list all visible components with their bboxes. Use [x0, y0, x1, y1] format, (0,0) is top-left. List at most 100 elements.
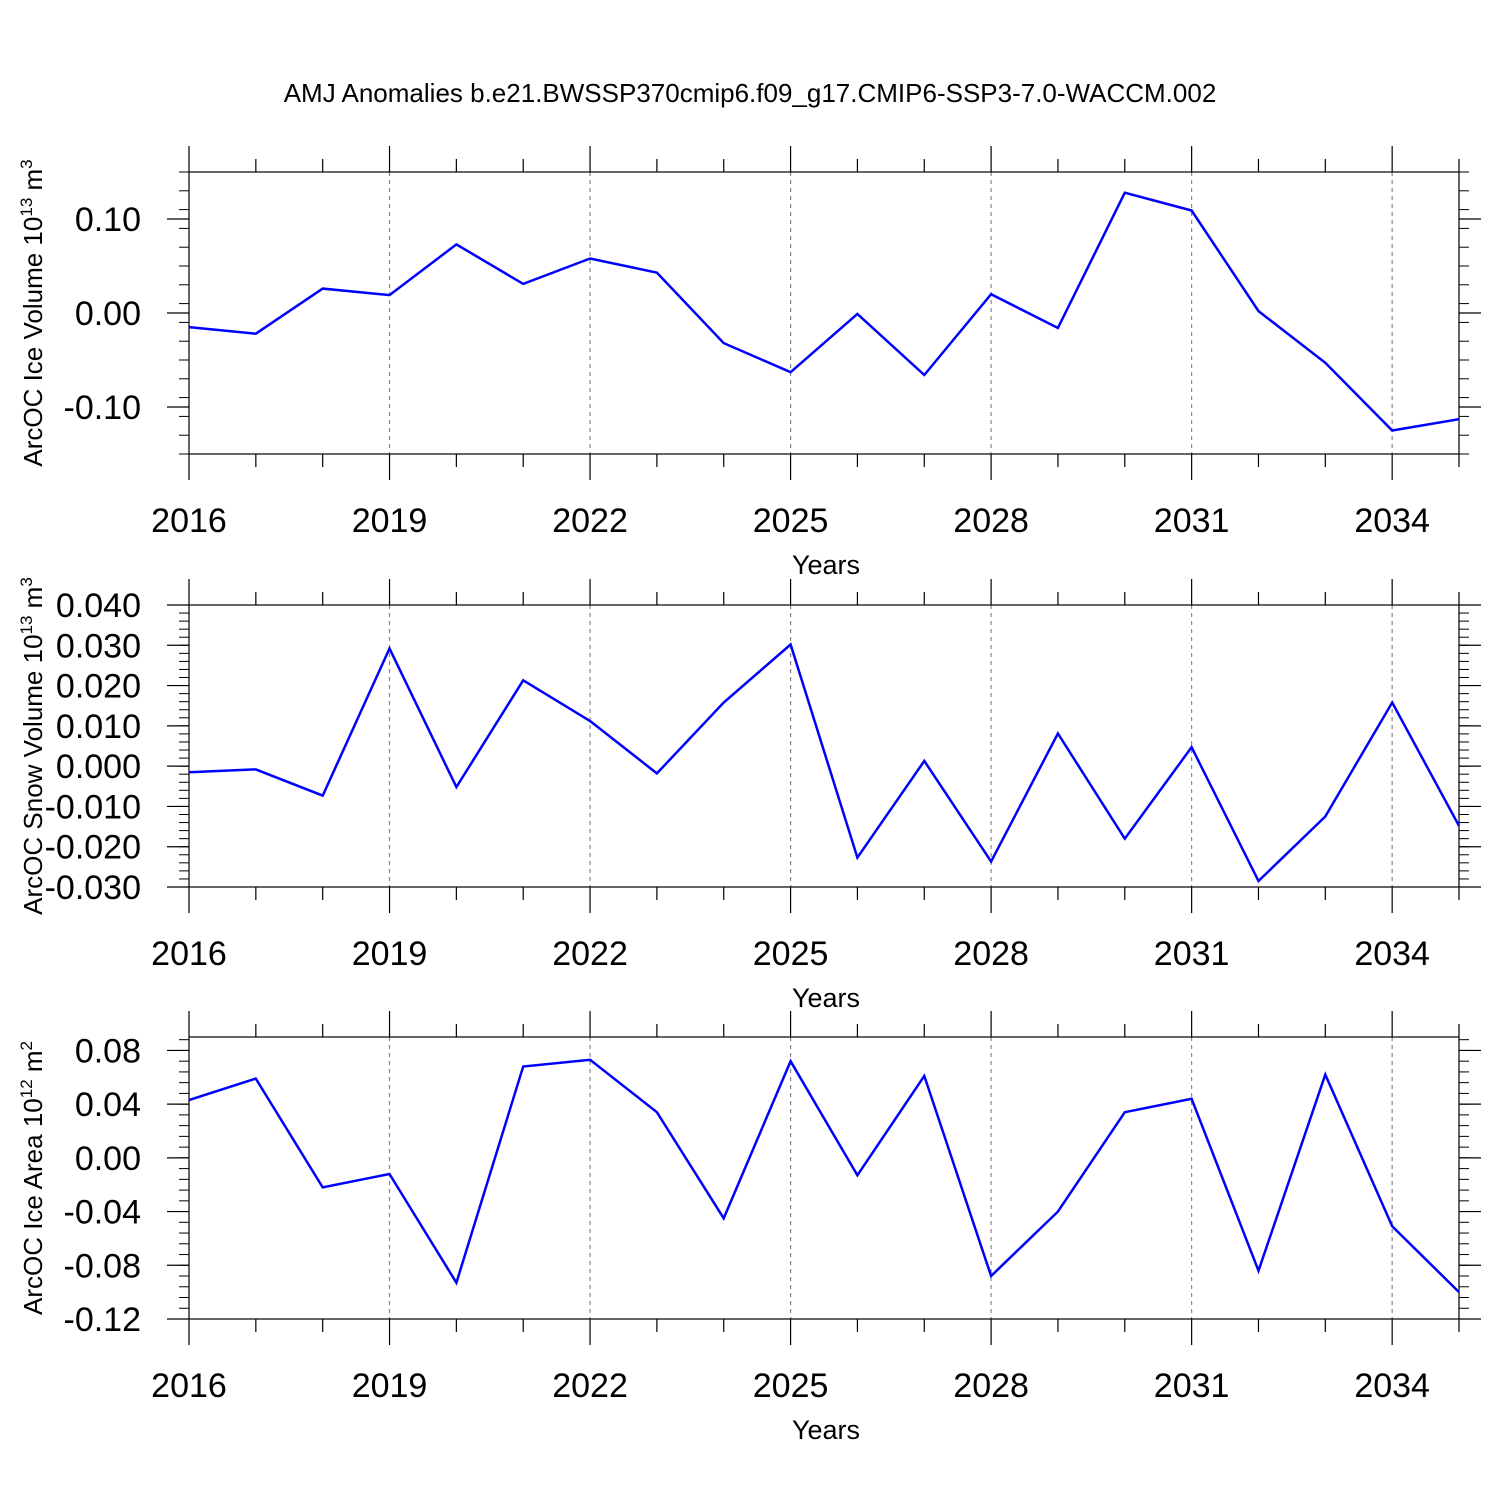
x-axis-label: Years	[792, 983, 860, 1013]
plot-frame	[188, 604, 1460, 888]
data-point	[523, 1066, 524, 1067]
data-point	[991, 861, 992, 862]
y-tick-label: 0.020	[56, 668, 141, 706]
data-point	[924, 1075, 925, 1076]
x-tick-label: 2034	[1354, 935, 1430, 973]
data-point	[322, 288, 323, 289]
y-axis-label-exponent: 13	[17, 616, 36, 635]
series-line	[188, 1058, 1460, 1293]
data-point	[924, 375, 925, 376]
data-point	[1191, 1098, 1192, 1099]
data-point	[456, 244, 457, 245]
x-tick-label: 2031	[1154, 502, 1230, 540]
data-point	[723, 1218, 724, 1219]
y-axis-label-unit: m	[18, 587, 48, 616]
data-point	[790, 644, 791, 645]
data-point	[255, 333, 256, 334]
figure-title: AMJ Anomalies b.e21.BWSSP370cmip6.f09_g1…	[283, 78, 1217, 108]
x-tick-label: 2034	[1354, 1367, 1430, 1405]
y-tick-label: -0.12	[64, 1301, 142, 1339]
data-point	[189, 1100, 190, 1101]
data-point	[389, 295, 390, 296]
data-point	[1057, 1211, 1058, 1212]
x-tick-label: 2031	[1154, 935, 1230, 973]
x-tick-label: 2016	[151, 1367, 227, 1405]
data-point	[590, 721, 591, 722]
y-axis-label-exponent: 12	[17, 1079, 36, 1098]
x-tick-label: 2019	[352, 935, 428, 973]
y-tick-label: -0.010	[45, 788, 141, 826]
y-axis-label: ArcOC Ice Area 1012 m2	[17, 1041, 48, 1315]
y-axis-label-text: ArcOC Snow Volume 10	[18, 634, 48, 914]
data-point	[590, 1059, 591, 1060]
data-point	[1325, 816, 1326, 817]
x-tick-label: 2022	[552, 935, 628, 973]
plot-frame	[188, 171, 1460, 455]
x-axis-label: Years	[792, 550, 860, 580]
data-point	[523, 680, 524, 681]
data-point	[656, 773, 657, 774]
x-tick-label: 2019	[352, 1367, 428, 1405]
x-tick-label: 2031	[1154, 1367, 1230, 1405]
panel-1: 2016 2019 2022 2025 2028 2031 2034 Years -0.10 0.…	[17, 146, 1481, 580]
x-tick-label: 2025	[753, 502, 829, 540]
y-axis-label-text: ArcOC Ice Volume 10	[18, 217, 48, 467]
data-point	[255, 1078, 256, 1079]
data-point	[1191, 210, 1192, 211]
data-point	[1325, 362, 1326, 363]
x-axis-label: Years	[792, 1415, 860, 1445]
data-point	[790, 372, 791, 373]
y-axis-label-text: ArcOC Ice Area 10	[18, 1098, 48, 1315]
y-tick-label: -0.10	[64, 389, 142, 427]
data-point	[389, 1173, 390, 1174]
y-tick-label: 0.08	[75, 1032, 141, 1070]
y-tick-label: -0.030	[45, 869, 141, 907]
data-point	[723, 343, 724, 344]
data-point	[1392, 430, 1393, 431]
y-tick-label: 0.010	[56, 708, 141, 746]
x-tick-label: 2028	[953, 502, 1029, 540]
data-point	[1191, 747, 1192, 748]
data-point	[991, 294, 992, 295]
data-point	[1124, 1112, 1125, 1113]
series-line	[188, 642, 1461, 884]
data-point	[656, 1112, 657, 1113]
y-axis-label-unit-exponent: 3	[17, 577, 36, 586]
data-point	[1392, 1226, 1393, 1227]
series-line	[188, 191, 1460, 432]
y-axis-label-unit: m	[18, 169, 48, 198]
y-tick-label: 0.040	[56, 587, 141, 625]
y-tick-label: -0.020	[45, 829, 141, 867]
data-point	[857, 1175, 858, 1176]
y-tick-label: 0.04	[75, 1086, 141, 1124]
data-point	[857, 313, 858, 314]
y-axis-label: ArcOC Ice Volume 1013 m3	[17, 159, 48, 466]
x-tick-label: 2028	[953, 935, 1029, 973]
y-axis-label-unit-exponent: 3	[17, 159, 36, 168]
data-point	[322, 1187, 323, 1188]
y-axis-label-exponent: 13	[17, 198, 36, 217]
data-point	[1459, 825, 1460, 826]
data-point	[723, 702, 724, 703]
y-tick-label: -0.04	[64, 1194, 142, 1232]
data-point	[1459, 419, 1460, 420]
data-point	[857, 857, 858, 858]
x-tick-label: 2016	[151, 502, 227, 540]
x-tick-label: 2028	[953, 1367, 1029, 1405]
data-point	[1392, 702, 1393, 703]
data-point	[590, 258, 591, 259]
data-point	[656, 272, 657, 273]
panel-3: 2016 2019 2022 2025 2028 2031 2034 Years -0.12 -0…	[17, 1011, 1481, 1445]
data-point	[1258, 880, 1259, 881]
plot-frame	[188, 1036, 1460, 1320]
x-tick-label: 2022	[552, 502, 628, 540]
data-point	[1325, 1074, 1326, 1075]
data-point	[255, 769, 256, 770]
x-tick-label: 2025	[753, 1367, 829, 1405]
data-point	[322, 795, 323, 796]
y-tick-label: 0.030	[56, 627, 141, 665]
x-tick-label: 2016	[151, 935, 227, 973]
data-point	[389, 648, 390, 649]
data-point	[523, 283, 524, 284]
